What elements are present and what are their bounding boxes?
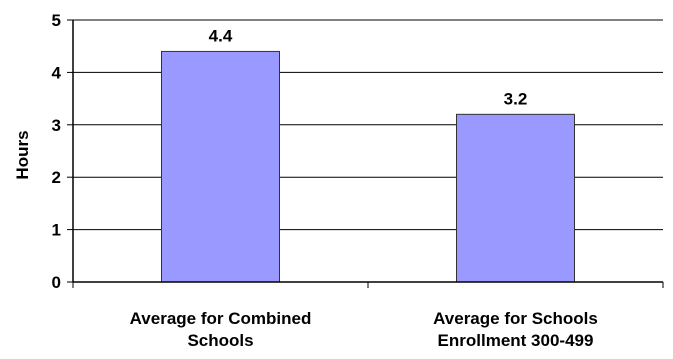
data-label-2: 3.2 xyxy=(504,89,528,108)
x-axis-category-labels: Average for Combined Schools Average for S… xyxy=(130,309,598,350)
data-label-1: 4.4 xyxy=(209,26,233,45)
y-tick-label-3: 3 xyxy=(52,116,61,135)
data-labels: 4.4 3.2 xyxy=(209,26,528,108)
y-tick-label-5: 5 xyxy=(52,11,61,30)
bar-2 xyxy=(456,113,575,283)
x-category-label-1: Average for Combined Schools xyxy=(130,309,312,350)
y-tick-label-4: 4 xyxy=(52,63,62,82)
bars xyxy=(161,50,575,283)
y-tick-label-2: 2 xyxy=(52,168,61,187)
y-axis-title: Hours xyxy=(13,130,32,179)
x-category-label-2: Average for Schools Enrollment 300-499 xyxy=(433,309,598,350)
y-tick-label-1: 1 xyxy=(52,221,61,240)
y-tick-label-0: 0 xyxy=(52,273,61,292)
bar-1 xyxy=(161,50,280,283)
axes xyxy=(72,20,664,288)
y-axis-tick-labels: 0 1 2 3 4 5 xyxy=(52,11,73,292)
